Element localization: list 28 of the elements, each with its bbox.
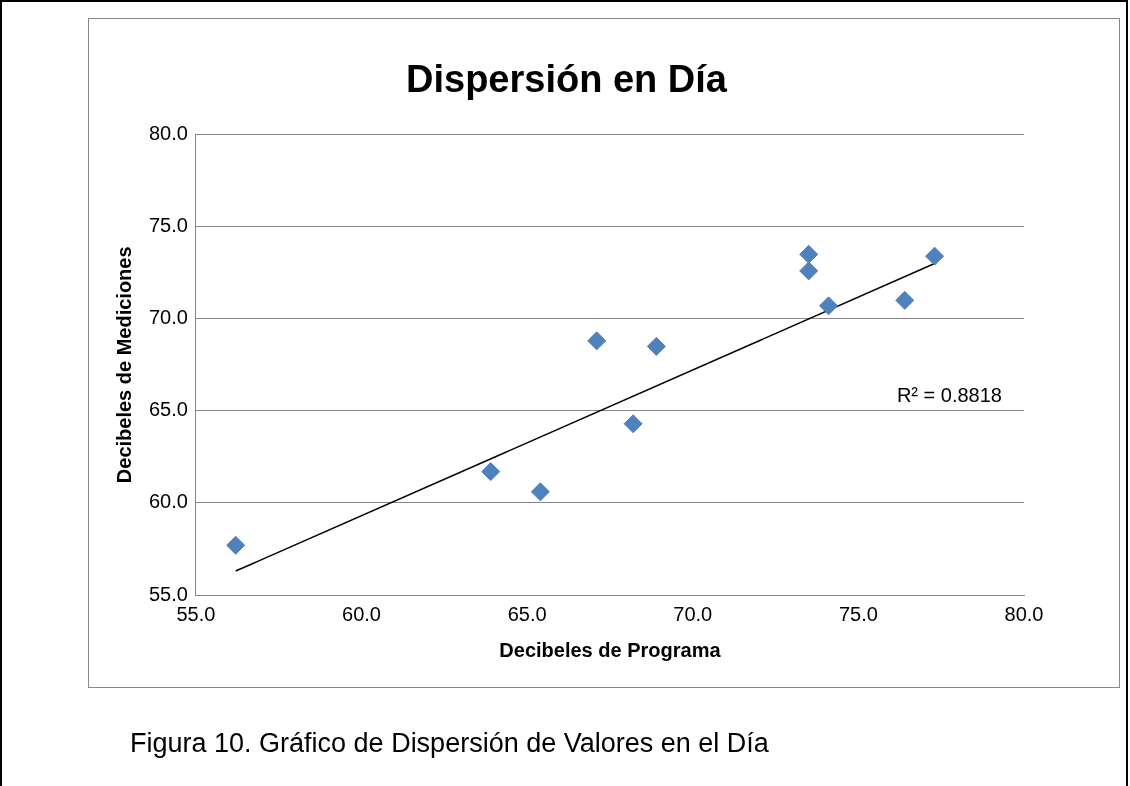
point — [895, 290, 915, 310]
point — [226, 535, 246, 555]
point — [819, 296, 839, 316]
point — [623, 414, 643, 434]
y-axis-title: Decibeles de Mediciones — [112, 246, 135, 484]
x-axis-title: Decibeles de Programa — [499, 638, 722, 661]
point — [925, 246, 945, 266]
point — [481, 462, 501, 482]
x-tick-label: 70.0 — [673, 602, 713, 625]
annotation: R² = 0.8818 — [896, 384, 1002, 407]
text: Figura 10. Gráfico de Dispersión de Valores en el Día — [130, 728, 769, 759]
y-tick-label: 75.0 — [148, 214, 188, 237]
y-tick-label: 60.0 — [148, 490, 188, 513]
y-tick-label: 70.0 — [148, 306, 188, 329]
point — [587, 331, 607, 351]
chart-title: Dispersión en Día — [406, 58, 728, 101]
y-tick-label: 65.0 — [148, 398, 188, 421]
point — [646, 336, 666, 356]
x-tick-label: 75.0 — [838, 602, 878, 625]
x-tick-label: 55.0 — [176, 602, 216, 625]
x-tick-label: 65.0 — [507, 602, 547, 625]
x-tick-label: 80.0 — [1004, 602, 1044, 625]
point — [530, 482, 550, 502]
x-tick-label: 60.0 — [342, 602, 382, 625]
point — [799, 261, 819, 281]
y-tick-label: 80.0 — [148, 122, 188, 145]
y-tick-label: 55.0 — [148, 582, 188, 605]
point — [799, 244, 819, 264]
